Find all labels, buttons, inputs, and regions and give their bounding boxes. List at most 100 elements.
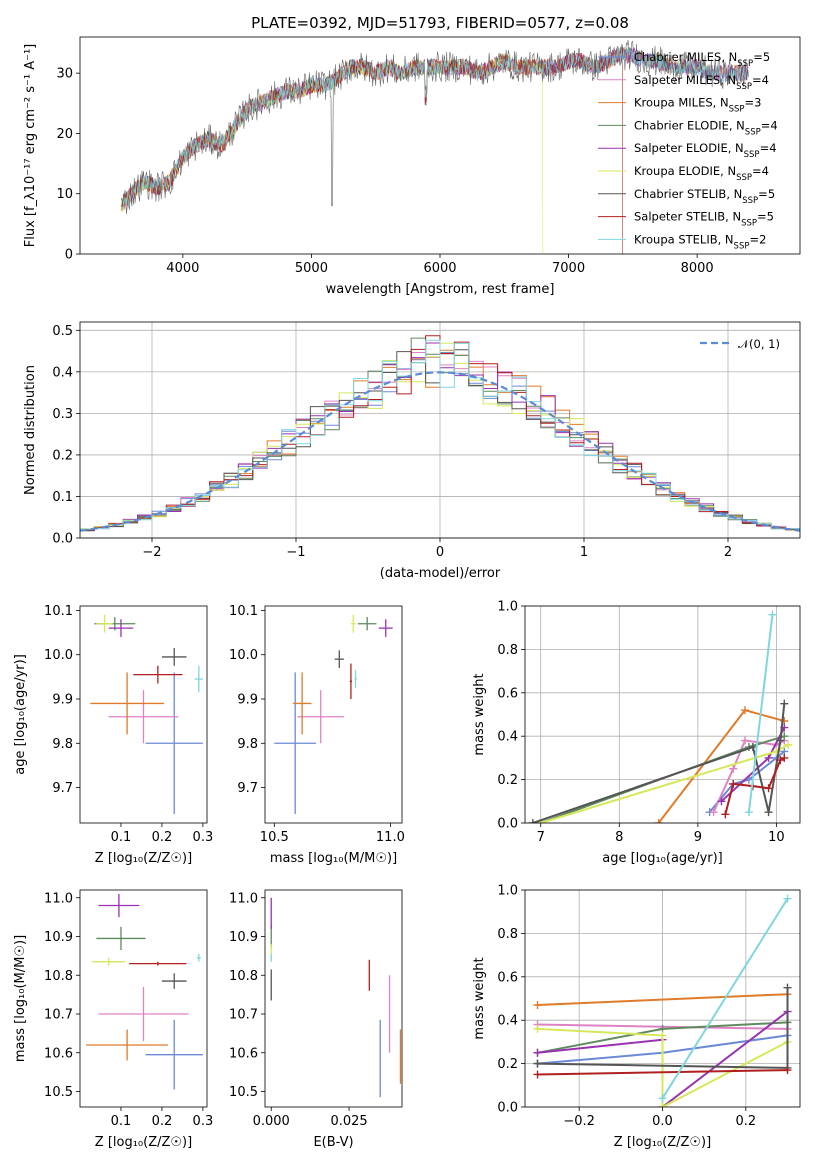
weight-marker	[729, 779, 738, 788]
x-tick-label: 7	[537, 830, 545, 845]
panel-age_vs_mass: 10.5 11.0 9.7 9.8 9.9 10.0 10.1 mass [log₁₀(M/M…	[229, 604, 405, 866]
axes-frame	[79, 889, 208, 1108]
y-tick-label: 0.8	[497, 927, 518, 942]
legend-nssp: 5	[763, 50, 770, 64]
legend-label: Chabrier STELIB, NSSP=5	[634, 187, 775, 206]
legend-nssp: 3	[754, 96, 761, 110]
weight-marker	[533, 1070, 542, 1079]
x-tick-label: −0.2	[563, 1114, 595, 1129]
x-axis-label: (data-model)/error	[380, 566, 501, 581]
legend-series-name: Kroupa STELIB	[634, 232, 718, 246]
weight-line	[537, 993, 788, 1006]
legend-sep: , N	[720, 164, 736, 178]
axes-frame	[79, 36, 801, 255]
normal-curve	[80, 371, 800, 532]
weight-marker	[658, 1103, 667, 1107]
panel-residuals: −2 −1 0 1 2 0.0 0.1 0.2 0.3 0.4 0.5 (data-model)/er…	[23, 321, 801, 581]
plot-area	[528, 610, 793, 823]
x-tick-label: 0.2	[152, 830, 173, 845]
axes-frame	[524, 889, 801, 1108]
y-tick-label: 0.4	[497, 1014, 518, 1029]
x-tick-label: 8000	[681, 261, 714, 276]
y-tick-label: 9.8	[52, 737, 73, 752]
weight-marker	[764, 753, 773, 762]
legend-subscript: SSP	[736, 82, 752, 92]
weight-marker	[528, 819, 537, 823]
legend-nssp: 5	[767, 210, 774, 224]
x-tick-label: 1	[580, 545, 588, 560]
y-tick-label: 10	[56, 187, 73, 202]
y-tick-label: 0	[65, 248, 73, 263]
x-tick-label: 0.3	[193, 1114, 214, 1129]
weight-marker	[780, 699, 789, 708]
weight-line	[747, 614, 774, 813]
weight-line	[537, 1027, 788, 1107]
weight-marker	[533, 1024, 542, 1033]
y-tick-label: 0.5	[52, 324, 73, 339]
legend-label: Salpeter ELODIE, NSSP=4	[634, 141, 777, 160]
legend-subscript: SSP	[741, 219, 757, 229]
y-tick-label: 0.2	[52, 448, 73, 463]
legend-label: Chabrier MILES, NSSP=5	[634, 50, 770, 69]
y-tick-label: 10.5	[44, 1085, 73, 1100]
weight-marker	[654, 819, 663, 823]
x-tick-label: 0.000	[253, 1114, 290, 1129]
legend-sep: , N	[725, 210, 741, 224]
x-axis-label: Z [log₁₀(Z/Z☉)]	[95, 1135, 192, 1150]
x-axis-label: E(B-V)	[313, 1135, 353, 1150]
legend-eq: =	[761, 118, 771, 132]
legend-subscript: SSP	[737, 59, 753, 69]
y-tick-label: 0.2	[497, 1057, 518, 1072]
chart-title: PLATE=0392, MJD=51793, FIBERID=0577, z=0…	[251, 14, 629, 32]
x-tick-label: 4000	[166, 261, 199, 276]
weight-marker	[533, 1001, 542, 1010]
weight-marker	[744, 808, 753, 817]
x-tick-label: 5000	[295, 261, 328, 276]
x-tick-label: 6000	[423, 261, 456, 276]
x-axis-label: age [log₁₀(age/yr)]	[602, 851, 723, 866]
x-axis-label: wavelength [Angstrom, rest frame]	[326, 282, 555, 297]
weight-line	[661, 898, 789, 1099]
y-tick-label: 10.5	[229, 1085, 258, 1100]
legend-subscript: SSP	[729, 105, 745, 115]
legend-eq: =	[744, 96, 754, 110]
y-axis-label: mass weight	[472, 673, 487, 755]
y-tick-label: 0.8	[497, 643, 518, 658]
panel-mass_vs_ebv: 0.000 0.025 10.5 10.6 10.7 10.8 10.9 11.0 E(B-V)	[229, 889, 403, 1150]
plot-area	[120, 39, 749, 254]
legend-series-name: Chabrier ELODIE	[634, 118, 729, 132]
weight-marker	[783, 983, 792, 992]
y-tick-label: 0.2	[497, 773, 518, 788]
plot-area	[86, 893, 203, 1090]
weight-marker	[768, 610, 777, 619]
x-tick-label: 0.1	[111, 1114, 132, 1129]
y-axis-label: age [log₁₀(age/yr)]	[13, 654, 28, 775]
legend-eq: =	[760, 141, 770, 155]
x-axis-label: Z [log₁₀(Z/Z☉)]	[95, 851, 192, 866]
plot-area	[80, 335, 800, 532]
legend-sep: , N	[718, 232, 734, 246]
y-axis-label: Normed distribution	[23, 365, 38, 495]
y-tick-label: 10.9	[229, 930, 258, 945]
y-tick-label: 9.7	[52, 781, 73, 796]
legend-series-name: Kroupa MILES	[634, 96, 713, 110]
axes-frame	[264, 889, 403, 1108]
x-axis-label: Z [log₁₀(Z/Z☉)]	[614, 1135, 711, 1150]
weight-marker	[764, 784, 773, 793]
weight-marker	[741, 736, 749, 745]
y-tick-label: 9.7	[237, 781, 258, 796]
legend: Chabrier MILES, NSSP=5 Salpeter MILES, NS…	[598, 50, 778, 251]
weight-marker	[729, 764, 738, 773]
x-tick-label: 0.0	[652, 1114, 673, 1129]
y-tick-label: 10.1	[44, 604, 73, 619]
x-tick-label: 0.2	[735, 1114, 756, 1129]
y-tick-label: 10.6	[44, 1046, 73, 1061]
weight-line	[537, 1069, 788, 1076]
y-tick-label: 9.9	[52, 693, 73, 708]
panel-mass_vs_z: 0.1 0.2 0.3 10.5 10.6 10.7 10.8 10.9 11.0 Z [log₁…	[13, 889, 214, 1150]
legend-nssp: 2	[759, 232, 766, 246]
legend-label: Salpeter MILES, NSSP=4	[634, 73, 769, 92]
x-tick-label: 0.025	[330, 1114, 367, 1129]
legend-subscript: SSP	[742, 196, 758, 206]
